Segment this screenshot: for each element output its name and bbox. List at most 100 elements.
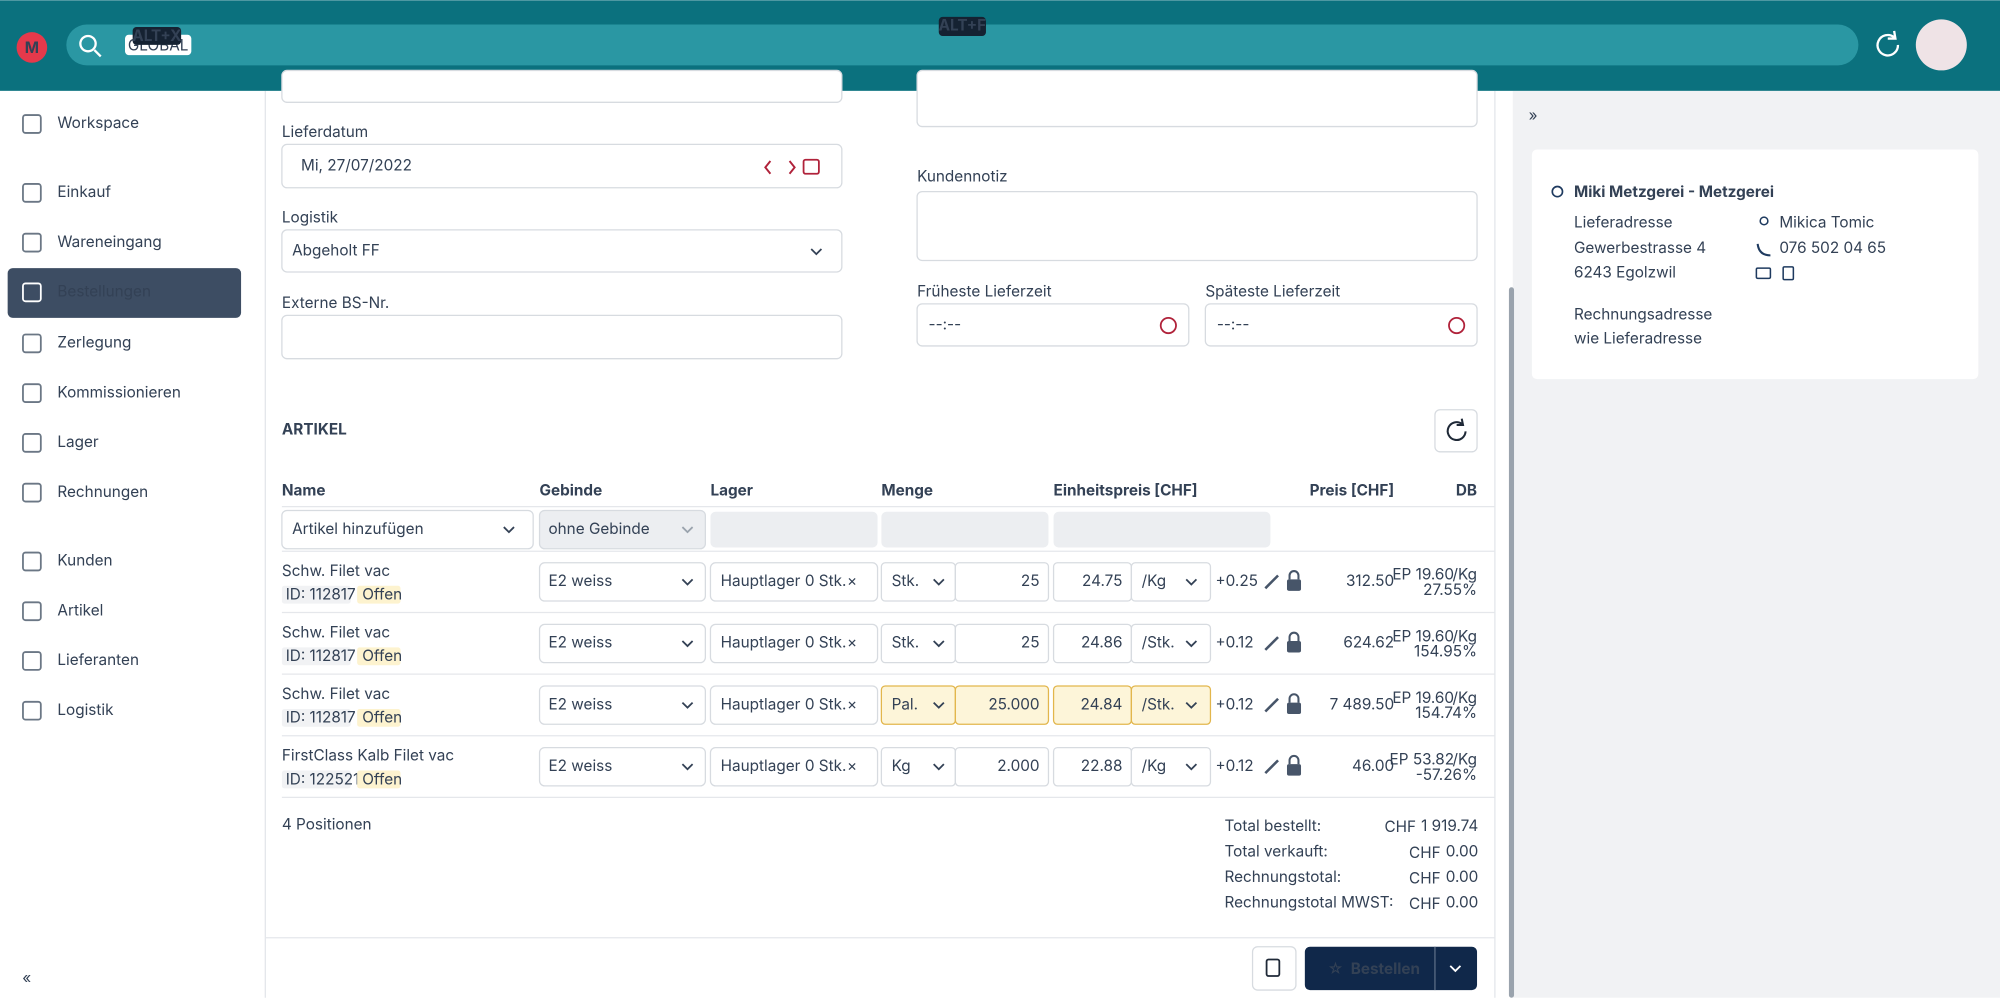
clear-icon[interactable]: × (847, 571, 857, 590)
chevron-icon (681, 526, 694, 534)
mail-icon[interactable] (1755, 267, 1772, 280)
next-icon[interactable] (788, 160, 796, 175)
refresh-button[interactable] (1434, 409, 1478, 453)
select[interactable] (281, 229, 843, 273)
nav-icon (22, 383, 42, 403)
chevron-icon (810, 248, 823, 256)
date-input[interactable] (281, 143, 843, 189)
time-input[interactable] (1204, 303, 1478, 347)
time-value: --:-- (1217, 315, 1250, 334)
customer-icon (1551, 185, 1564, 198)
logo[interactable] (16, 32, 48, 63)
unit-value: Stk. (892, 571, 920, 590)
gebinde-select[interactable] (538, 746, 706, 787)
nav-item[interactable]: Artikel (57, 600, 103, 619)
order-button[interactable] (1304, 946, 1478, 991)
status: Offen (362, 708, 402, 727)
nav-item[interactable]: Wareneingang (57, 232, 161, 251)
clear-icon[interactable]: × (847, 694, 857, 713)
nav-item[interactable]: Zerlegung (57, 333, 131, 352)
lager-field[interactable] (709, 562, 879, 602)
article-name: Schw. Filet vac (282, 561, 390, 580)
link-icon[interactable] (1264, 697, 1279, 713)
ep-value: EP 19.60 (1392, 688, 1454, 707)
menge-input[interactable] (954, 746, 1050, 787)
gebinde-select[interactable] (538, 562, 706, 602)
nav-item[interactable]: Lieferanten (57, 650, 139, 669)
textarea[interactable] (916, 69, 1478, 128)
lock-icon[interactable] (1286, 640, 1302, 653)
nav-item[interactable]: Rechnungen (57, 482, 148, 501)
nav-item[interactable]: Logistik (57, 700, 114, 719)
scrollbar (1508, 287, 1515, 998)
time-input[interactable] (916, 303, 1190, 347)
copy-button[interactable] (1251, 946, 1297, 991)
menge-input[interactable] (954, 623, 1050, 664)
menge-input[interactable] (954, 562, 1050, 602)
nav-active-bg (7, 268, 242, 318)
gebinde-value: ohne Gebinde (548, 519, 649, 538)
nav-icon (22, 651, 42, 671)
chevron-icon (681, 640, 694, 648)
row-total: 46.00 (1352, 756, 1394, 775)
clear-icon[interactable]: × (847, 756, 857, 775)
menge-value: 25.000 (988, 694, 1039, 713)
lock-icon[interactable] (1286, 702, 1302, 715)
address-label: Rechnungsadresse (1574, 304, 1712, 323)
search-icon (79, 34, 97, 53)
gebinde-select[interactable] (538, 509, 706, 550)
clear-icon[interactable]: × (847, 633, 857, 652)
copy-icon[interactable] (1782, 266, 1795, 281)
add-article-select[interactable] (281, 509, 534, 550)
input[interactable] (281, 69, 843, 103)
total-currency: CHF (1409, 894, 1441, 913)
nav-item[interactable]: Kunden (57, 551, 112, 570)
total-currency: CHF (1384, 817, 1416, 836)
status: Offen (362, 646, 402, 665)
menge-input[interactable] (954, 685, 1050, 725)
price-unit-select[interactable] (1130, 685, 1212, 725)
field-label: Externe BS-Nr. (282, 293, 389, 312)
price-unit-select[interactable] (1130, 623, 1212, 664)
nav-item[interactable]: Bestellungen (57, 282, 151, 301)
expand-icon[interactable]: » (1529, 106, 1538, 125)
gebinde-value: E2 weiss (548, 694, 612, 713)
lager-field[interactable] (709, 746, 879, 787)
address-line: wie Lieferadresse (1574, 329, 1702, 348)
refresh-icon[interactable] (1876, 30, 1900, 57)
lager-field[interactable] (709, 623, 879, 664)
gebinde-select[interactable] (538, 685, 706, 725)
price-unit-select[interactable] (1130, 562, 1212, 602)
collapse-icon[interactable]: « (22, 968, 31, 987)
ep-value: EP 19.60 (1392, 626, 1454, 645)
lock-icon[interactable] (1286, 764, 1302, 776)
calendar-icon[interactable] (802, 158, 820, 175)
nav-item[interactable]: Workspace (57, 113, 139, 132)
avatar[interactable] (1915, 19, 1967, 71)
total-value: 1 919.74 (1421, 816, 1478, 835)
price-unit-select[interactable] (1130, 746, 1212, 787)
total-currency: CHF (1409, 868, 1441, 887)
input[interactable] (281, 314, 843, 360)
chevron-icon (503, 526, 515, 534)
star-icon: ☆ (1327, 959, 1343, 978)
lager-field[interactable] (709, 685, 879, 725)
column-header: Menge (881, 481, 933, 500)
nav-item[interactable]: Kommissionieren (57, 382, 181, 401)
textarea[interactable] (916, 190, 1478, 262)
logo-letter: M (25, 38, 39, 57)
gebinde-select[interactable] (538, 623, 706, 664)
gebinde-value: E2 weiss (548, 633, 612, 652)
select-value: Abgeholt FF (292, 241, 380, 260)
link-icon[interactable] (1264, 759, 1279, 775)
disabled-field (1053, 511, 1271, 548)
search-bar[interactable] (66, 24, 1859, 66)
nav-item[interactable]: Lager (57, 432, 99, 451)
link-icon[interactable] (1264, 574, 1279, 590)
price-unit: /Stk. (1142, 694, 1175, 713)
lock-icon[interactable] (1286, 579, 1302, 591)
link-icon[interactable] (1264, 636, 1279, 651)
nav-item[interactable]: Einkauf (57, 182, 111, 201)
prev-icon[interactable] (764, 160, 772, 175)
field-label: Früheste Lieferzeit (917, 282, 1052, 301)
